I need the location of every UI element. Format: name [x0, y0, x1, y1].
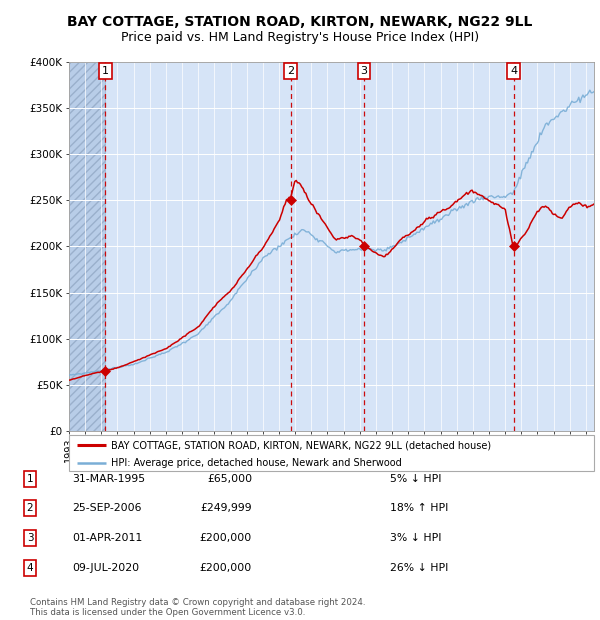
Text: 18% ↑ HPI: 18% ↑ HPI — [390, 503, 448, 513]
Text: £200,000: £200,000 — [200, 533, 252, 543]
Text: 1: 1 — [102, 66, 109, 76]
Text: 3: 3 — [26, 533, 34, 543]
Text: 2: 2 — [287, 66, 295, 76]
Text: £200,000: £200,000 — [200, 563, 252, 573]
Text: BAY COTTAGE, STATION ROAD, KIRTON, NEWARK, NG22 9LL (detached house): BAY COTTAGE, STATION ROAD, KIRTON, NEWAR… — [111, 440, 491, 450]
Text: 26% ↓ HPI: 26% ↓ HPI — [390, 563, 448, 573]
Text: £65,000: £65,000 — [207, 474, 252, 484]
Text: BAY COTTAGE, STATION ROAD, KIRTON, NEWARK, NG22 9LL: BAY COTTAGE, STATION ROAD, KIRTON, NEWAR… — [67, 15, 533, 29]
Text: Contains HM Land Registry data © Crown copyright and database right 2024.: Contains HM Land Registry data © Crown c… — [30, 598, 365, 607]
FancyBboxPatch shape — [69, 435, 594, 471]
Text: 5% ↓ HPI: 5% ↓ HPI — [390, 474, 442, 484]
Text: 3: 3 — [361, 66, 367, 76]
Text: 25-SEP-2006: 25-SEP-2006 — [72, 503, 142, 513]
Text: 1: 1 — [26, 474, 34, 484]
Text: HPI: Average price, detached house, Newark and Sherwood: HPI: Average price, detached house, Newa… — [111, 458, 402, 468]
Text: 3% ↓ HPI: 3% ↓ HPI — [390, 533, 442, 543]
Text: 09-JUL-2020: 09-JUL-2020 — [72, 563, 139, 573]
Text: £249,999: £249,999 — [200, 503, 252, 513]
Text: 4: 4 — [26, 563, 34, 573]
Text: 31-MAR-1995: 31-MAR-1995 — [72, 474, 145, 484]
Text: 01-APR-2011: 01-APR-2011 — [72, 533, 142, 543]
Text: Price paid vs. HM Land Registry's House Price Index (HPI): Price paid vs. HM Land Registry's House … — [121, 31, 479, 43]
Text: 4: 4 — [510, 66, 517, 76]
Text: This data is licensed under the Open Government Licence v3.0.: This data is licensed under the Open Gov… — [30, 608, 305, 617]
Text: 2: 2 — [26, 503, 34, 513]
